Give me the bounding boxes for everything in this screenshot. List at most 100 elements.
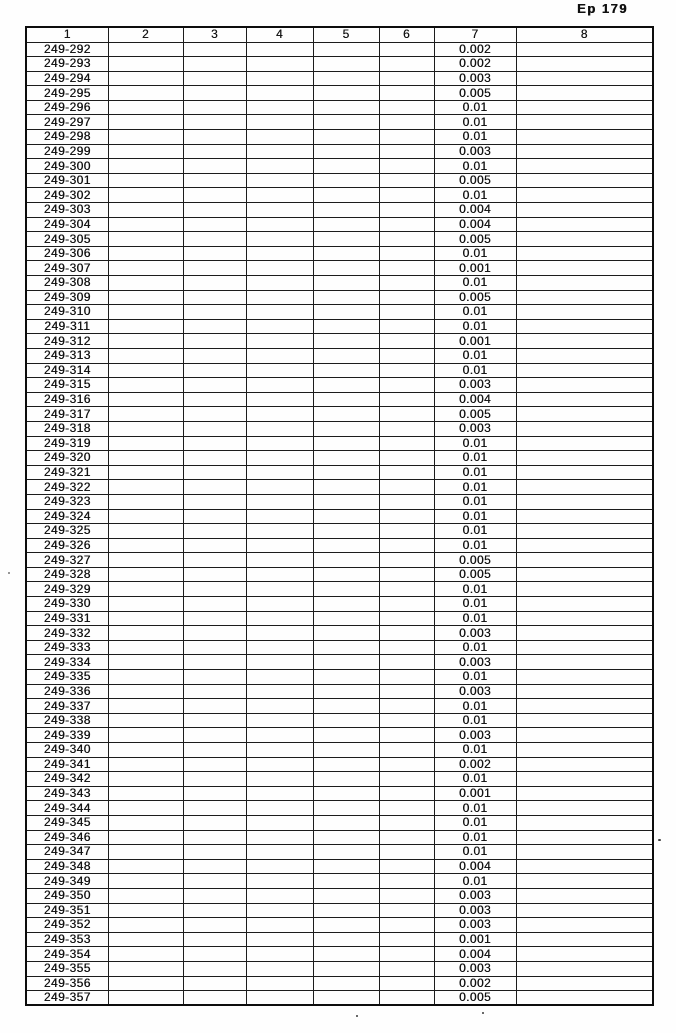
empty-cell — [182, 333, 247, 349]
row-id-cell: 249-333 — [25, 639, 109, 656]
scan-speck — [658, 839, 661, 841]
empty-cell — [378, 260, 435, 276]
empty-cell — [378, 202, 435, 218]
value-cell: 0.003 — [433, 420, 517, 437]
empty-cell — [107, 347, 184, 364]
empty-cell — [378, 829, 435, 846]
empty-cell — [515, 114, 654, 131]
empty-cell — [515, 931, 654, 948]
empty-cell — [182, 873, 247, 889]
row-id-cell: 249-324 — [25, 508, 109, 525]
empty-cell — [107, 85, 184, 101]
empty-cell — [312, 975, 380, 992]
table-row: 249-293 0.002 — [25, 56, 654, 72]
value-cell: 0.01 — [433, 742, 517, 758]
empty-cell — [182, 683, 247, 700]
empty-cell — [182, 858, 247, 875]
empty-cell — [107, 114, 184, 131]
empty-cell — [182, 508, 247, 525]
row-id-cell: 249-353 — [25, 931, 109, 948]
empty-cell — [312, 960, 380, 977]
empty-cell — [312, 800, 380, 816]
value-cell: 0.003 — [433, 143, 517, 160]
empty-cell — [515, 800, 654, 816]
empty-cell — [378, 683, 435, 700]
empty-cell — [378, 596, 435, 612]
value-cell: 0.005 — [433, 289, 517, 306]
row-id-cell: 249-335 — [25, 669, 109, 685]
empty-cell — [515, 975, 654, 992]
empty-cell — [182, 275, 247, 291]
empty-cell — [515, 873, 654, 889]
table-row: 249-310 0.01 — [25, 304, 654, 320]
empty-cell — [312, 712, 380, 729]
table-row: 249-339 0.003 — [25, 727, 654, 743]
empty-cell — [107, 70, 184, 87]
empty-cell — [182, 158, 247, 174]
empty-cell — [378, 493, 435, 510]
empty-cell — [378, 289, 435, 306]
empty-cell — [378, 654, 435, 671]
row-id-cell: 249-315 — [25, 377, 109, 393]
empty-cell — [245, 172, 314, 189]
row-id-cell: 249-344 — [25, 800, 109, 816]
empty-cell — [515, 99, 654, 116]
row-id-cell: 249-355 — [25, 960, 109, 977]
empty-cell — [312, 785, 380, 802]
table-row: 249-311 0.01 — [25, 318, 654, 335]
empty-cell — [182, 727, 247, 743]
empty-cell — [515, 420, 654, 437]
empty-cell — [245, 216, 314, 233]
empty-cell — [312, 596, 380, 612]
empty-cell — [182, 129, 247, 145]
empty-cell — [515, 960, 654, 977]
empty-cell — [515, 537, 654, 554]
empty-cell — [107, 391, 184, 408]
empty-cell — [378, 785, 435, 802]
empty-cell — [515, 41, 654, 58]
value-cell: 0.01 — [433, 829, 517, 846]
empty-cell — [312, 245, 380, 262]
table-row: 249-300 0.01 — [25, 158, 654, 174]
empty-cell — [515, 406, 654, 422]
empty-cell — [515, 479, 654, 495]
table-row: 249-331 0.01 — [25, 610, 654, 627]
value-cell: 0.01 — [433, 99, 517, 116]
empty-cell — [378, 887, 435, 904]
value-cell: 0.01 — [433, 508, 517, 525]
empty-cell — [182, 960, 247, 977]
empty-cell — [107, 464, 184, 481]
empty-cell — [312, 70, 380, 87]
empty-cell — [107, 304, 184, 320]
empty-cell — [378, 216, 435, 233]
row-id-cell: 249-327 — [25, 552, 109, 568]
empty-cell — [378, 581, 435, 598]
empty-cell — [245, 493, 314, 510]
empty-cell — [107, 917, 184, 933]
column-header: 7 — [433, 26, 517, 43]
empty-cell — [312, 420, 380, 437]
empty-cell — [245, 362, 314, 379]
empty-cell — [107, 362, 184, 379]
value-cell: 0.01 — [433, 129, 517, 145]
row-id-cell: 249-319 — [25, 435, 109, 452]
empty-cell — [245, 917, 314, 933]
empty-cell — [182, 523, 247, 539]
table-row: 249-334 0.003 — [25, 654, 654, 671]
empty-cell — [182, 596, 247, 612]
value-cell: 0.005 — [433, 990, 517, 1006]
empty-cell — [515, 333, 654, 349]
row-id-cell: 249-332 — [25, 625, 109, 641]
value-cell: 0.01 — [433, 537, 517, 554]
empty-cell — [245, 56, 314, 72]
value-cell: 0.004 — [433, 202, 517, 218]
table-row: 249-347 0.01 — [25, 844, 654, 860]
row-id-cell: 249-321 — [25, 464, 109, 481]
value-cell: 0.01 — [433, 479, 517, 495]
empty-cell — [107, 231, 184, 247]
empty-cell — [515, 391, 654, 408]
table-row: 249-357 0.005 — [25, 990, 654, 1006]
empty-cell — [312, 902, 380, 919]
empty-cell — [515, 990, 654, 1006]
table-row: 249-328 0.005 — [25, 566, 654, 583]
